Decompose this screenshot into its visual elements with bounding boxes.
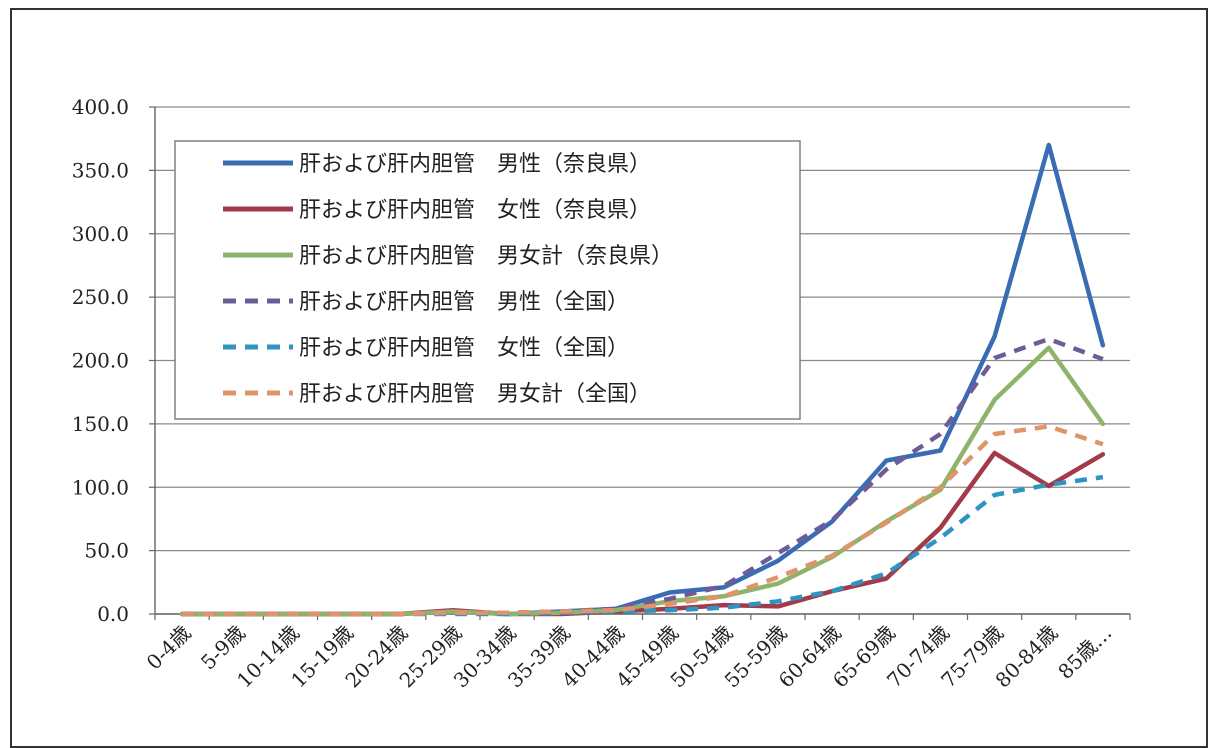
y-tick-label: 350.0 bbox=[72, 158, 129, 182]
x-axis: 0-4歳 5-9歳10-14歳15-19歳20-24歳25-29歳30-34歳35… bbox=[142, 613, 1131, 692]
legend-label: 肝および肝内胆管 男性（全国） bbox=[299, 290, 629, 315]
y-axis: 0.0 50.0 100.0 150.0 200.0 250.0 300.0 350.0 400… bbox=[72, 95, 156, 626]
y-tick-label: 300.0 bbox=[72, 222, 129, 246]
legend-box bbox=[174, 140, 801, 420]
y-tick-label: 100.0 bbox=[72, 475, 129, 499]
y-tick-label: 400.0 bbox=[72, 95, 129, 119]
line-chart: 0.0 50.0 100.0 150.0 200.0 250.0 300.0 350.0 400… bbox=[72, 95, 1131, 692]
legend-label: 肝および肝内胆管 女性（奈良県） bbox=[299, 198, 651, 223]
legend: 肝および肝内胆管 男性（奈良県） 肝および肝内胆管 女性（奈良県） 肝および肝内胆管… bbox=[174, 140, 801, 420]
y-tick-label: 200.0 bbox=[72, 349, 129, 373]
y-tick-label: 250.0 bbox=[72, 285, 129, 309]
y-tick-label: 50.0 bbox=[84, 539, 129, 563]
series-lines bbox=[179, 142, 1106, 617]
series-line-2 bbox=[179, 450, 1106, 617]
series-line-6 bbox=[182, 424, 1104, 617]
x-tick-label: 85歳… bbox=[1053, 621, 1116, 684]
legend-label: 肝および肝内胆管 男性（奈良県） bbox=[299, 152, 651, 177]
legend-label: 肝および肝内胆管 女性（全国） bbox=[299, 336, 629, 361]
legend-label: 肝および肝内胆管 男女計（全国） bbox=[299, 382, 651, 407]
x-tick-label: 0-4歳 bbox=[142, 621, 196, 675]
y-tick-label: 150.0 bbox=[72, 412, 129, 436]
y-tick-label: 0.0 bbox=[97, 602, 129, 626]
legend-label: 肝および肝内胆管 男女計（奈良県） bbox=[299, 244, 673, 269]
